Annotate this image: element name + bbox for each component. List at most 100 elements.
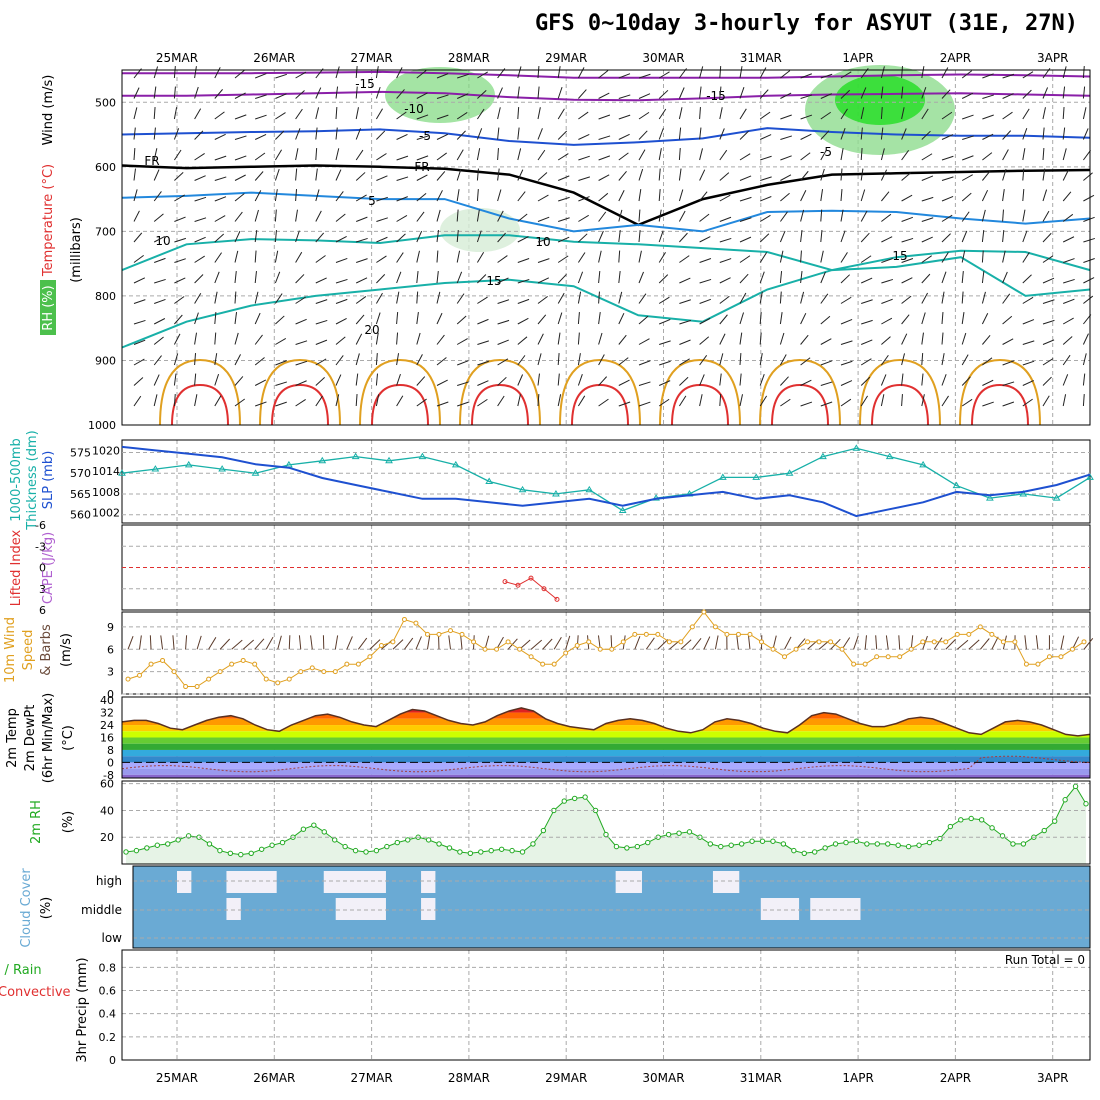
cloud-middle-block xyxy=(760,898,776,920)
lifted-index-tick-label: -6 xyxy=(35,519,46,532)
wind-barb xyxy=(254,230,258,243)
wind-barb xyxy=(537,128,543,140)
cloud-middle-block xyxy=(335,898,351,920)
temp-band xyxy=(122,712,1090,719)
wind-barb xyxy=(678,189,684,202)
wind-speed-point xyxy=(724,631,730,637)
wind-speed-point xyxy=(413,620,419,626)
rh-point xyxy=(885,841,891,847)
cloud-background xyxy=(133,866,1090,948)
wind-speed-point xyxy=(1000,639,1006,645)
wind-barb xyxy=(194,312,199,325)
wind-barb xyxy=(416,114,429,120)
wind-barb xyxy=(173,393,176,407)
isotherm-warm xyxy=(971,383,1029,426)
wind-barb xyxy=(558,217,570,222)
wind-barb xyxy=(736,635,739,650)
contour-label: 20 xyxy=(364,323,379,337)
panel-frame xyxy=(121,611,1091,695)
wind-barb xyxy=(153,318,166,325)
wind-barb xyxy=(800,114,813,120)
wind-barb xyxy=(254,334,263,345)
wind-barb xyxy=(1022,71,1034,79)
wind-barb xyxy=(1042,319,1055,325)
contour-label: -15 xyxy=(706,89,726,103)
wind-barb xyxy=(376,175,388,181)
wind-barb xyxy=(242,639,255,650)
slp-tick-label: 1008 xyxy=(92,486,120,499)
wind-barb xyxy=(396,89,405,99)
wind-barb xyxy=(880,106,883,120)
wind-barb xyxy=(1022,89,1032,99)
wind-speed-point xyxy=(459,631,465,637)
wind-barb xyxy=(1062,86,1066,99)
rh-point xyxy=(478,849,484,855)
thickness-point xyxy=(451,460,460,468)
date-label-top: 26MAR xyxy=(253,51,295,65)
wind-barb xyxy=(921,332,924,345)
wind-barb xyxy=(234,354,241,366)
wind-barb xyxy=(517,127,520,140)
wind-barb xyxy=(153,235,166,243)
contour-label: FR xyxy=(414,160,429,174)
rh-area xyxy=(126,786,1086,864)
temp-tick-label: 32 xyxy=(100,707,114,720)
wind-barb xyxy=(739,273,749,284)
wind-barb xyxy=(779,332,785,345)
rh-point xyxy=(1062,797,1068,803)
wind-speed-point xyxy=(712,624,718,630)
wind-barb xyxy=(416,398,427,407)
wind-speed-point xyxy=(378,643,384,649)
precip-tick-label: 0.6 xyxy=(99,985,117,998)
wind-barb xyxy=(274,250,279,263)
wind-barb xyxy=(219,638,231,650)
contour-label: 5 xyxy=(368,194,376,208)
wind-barb xyxy=(355,86,358,99)
wind-barb xyxy=(901,65,903,79)
wind-barb xyxy=(174,171,184,181)
wind-barb xyxy=(154,298,166,304)
wind-barb xyxy=(638,168,644,181)
rh-point xyxy=(874,841,881,847)
wind-barb xyxy=(214,67,221,79)
wind-speed-point xyxy=(966,631,972,637)
rh-tick-label: 60 xyxy=(100,778,114,791)
wind-speed-point xyxy=(194,684,200,690)
date-label-top: 31MAR xyxy=(740,51,782,65)
cloud-high-block xyxy=(724,871,740,893)
wind-barb xyxy=(174,237,187,243)
wind-barb xyxy=(982,114,994,120)
wind-barb xyxy=(254,190,262,202)
cloud-middle-block xyxy=(846,898,861,920)
wind-barb xyxy=(355,128,362,140)
wind-barb xyxy=(185,635,188,650)
wind-barb xyxy=(497,376,507,386)
wind-barb xyxy=(598,398,609,407)
wind-speed-point xyxy=(1081,639,1087,645)
wind-barb xyxy=(961,250,966,263)
wind-barb xyxy=(497,210,504,222)
wind-barb xyxy=(214,353,218,366)
wind-barb xyxy=(153,148,158,161)
wind-barb xyxy=(537,393,540,407)
wind-barb xyxy=(396,332,399,345)
wind-barb xyxy=(1082,128,1089,140)
wind-barb xyxy=(901,373,904,386)
wind-barb xyxy=(1042,358,1054,366)
pressure-tick-label: 500 xyxy=(95,96,116,109)
wind-barb xyxy=(196,635,202,650)
wind-barb xyxy=(961,271,964,284)
wind-barb xyxy=(335,86,339,99)
wind-barb xyxy=(315,189,320,202)
wind-barb xyxy=(961,354,969,366)
date-label-bottom: 25MAR xyxy=(156,1071,198,1085)
date-label-top: 2APR xyxy=(940,51,971,65)
cloud-middle-block xyxy=(421,898,436,920)
wind-barb xyxy=(1082,393,1085,407)
wind-barb xyxy=(172,635,175,650)
precip-tick-label: 0 xyxy=(109,1054,116,1067)
wind-barb xyxy=(941,374,947,386)
wind-barb xyxy=(396,176,409,181)
date-label-top: 27MAR xyxy=(351,51,393,65)
wind-barb xyxy=(961,291,964,304)
